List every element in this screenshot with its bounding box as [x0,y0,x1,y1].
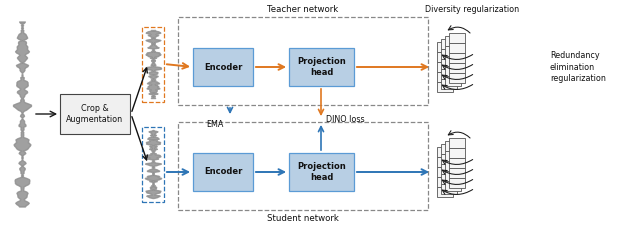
Bar [437,167,453,177]
Bar [441,144,457,154]
Text: Teacher network: Teacher network [268,5,339,14]
Text: Encoder: Encoder [204,168,242,177]
Bar [449,148,465,158]
Bar [437,42,453,52]
Bar [441,184,457,194]
Bar [441,79,457,89]
Bar [441,49,457,59]
Bar [437,147,453,157]
Bar [449,138,465,148]
Bar [193,153,253,191]
Bar [437,187,453,197]
Text: Student network: Student network [267,214,339,223]
Bar [193,48,253,86]
Bar [142,127,164,202]
Bar [437,157,453,167]
Text: Projection
head: Projection head [297,57,346,77]
Bar [449,63,465,73]
Bar [445,151,461,161]
Bar [437,72,453,82]
Bar [437,52,453,62]
Bar [60,94,130,134]
Bar [289,153,354,191]
Bar [449,168,465,178]
Text: Diversity regularization: Diversity regularization [425,5,519,14]
Bar [445,46,461,56]
Bar [445,181,461,191]
Text: EMA: EMA [206,120,224,129]
Bar [441,154,457,164]
Bar [437,177,453,187]
Bar [449,158,465,168]
Bar [449,53,465,63]
Bar [437,62,453,72]
Bar [445,171,461,181]
Bar [142,27,164,102]
Text: Projection
head: Projection head [297,162,346,182]
Bar [445,36,461,46]
Bar [449,43,465,53]
Bar [445,56,461,66]
Bar [449,73,465,83]
Bar [178,122,428,210]
Bar [449,33,465,43]
Text: Encoder: Encoder [204,62,242,72]
Bar [437,82,453,92]
Bar [445,161,461,171]
Bar [445,141,461,151]
Text: DINO loss: DINO loss [326,114,365,123]
Text: Redundancy
elimination
regularization: Redundancy elimination regularization [550,51,606,83]
Bar [441,164,457,174]
Bar [178,17,428,105]
Bar [441,174,457,184]
Bar [289,48,354,86]
Bar [441,39,457,49]
Bar [445,76,461,86]
Bar [441,69,457,79]
Bar [441,59,457,69]
Bar [445,66,461,76]
Text: Crop &
Augmentation: Crop & Augmentation [67,104,124,124]
Bar [449,178,465,188]
